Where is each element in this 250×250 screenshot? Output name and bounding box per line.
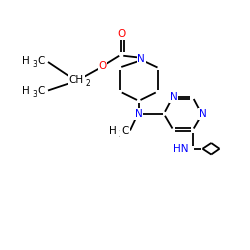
Text: N: N xyxy=(135,109,142,119)
Text: C: C xyxy=(38,56,45,66)
Text: 3: 3 xyxy=(32,60,37,69)
Text: H: H xyxy=(108,126,116,136)
Text: CH: CH xyxy=(69,75,84,85)
Text: H: H xyxy=(22,56,30,66)
Text: C: C xyxy=(121,126,129,136)
Text: N: N xyxy=(138,54,145,64)
Text: H: H xyxy=(22,86,30,96)
Text: O: O xyxy=(98,61,106,71)
Text: N: N xyxy=(170,92,177,102)
Text: HN: HN xyxy=(173,144,189,154)
Text: 3: 3 xyxy=(32,90,37,99)
Text: C: C xyxy=(38,86,45,96)
Text: N: N xyxy=(198,109,206,119)
Text: 2: 2 xyxy=(86,78,90,88)
Text: 3: 3 xyxy=(118,130,124,139)
Text: O: O xyxy=(117,29,125,39)
